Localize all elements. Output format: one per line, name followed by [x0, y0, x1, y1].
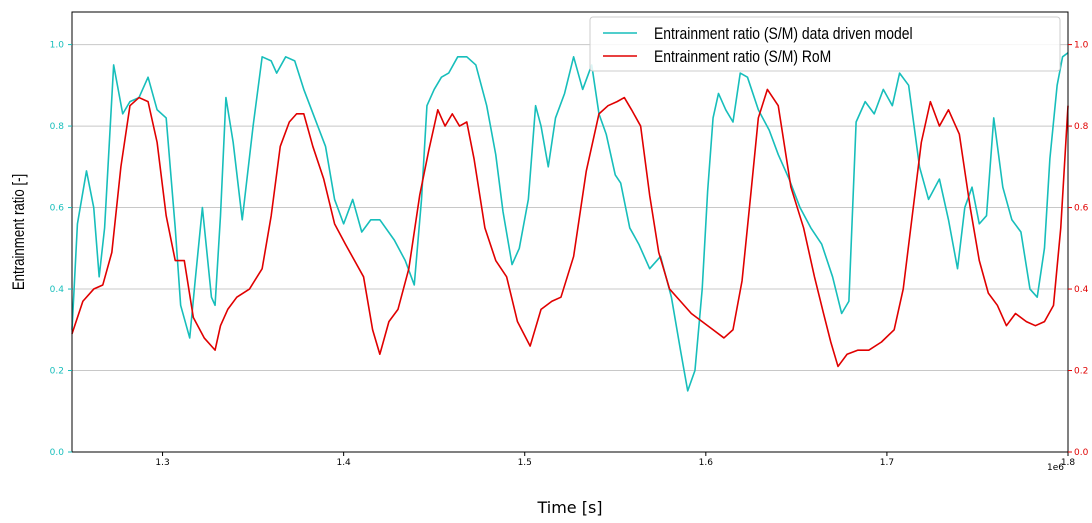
- x-axis-offset-label: 1e6: [1047, 463, 1064, 473]
- y-right-tick-label-5: 1.0: [1074, 41, 1089, 51]
- y-left-tick-label-2: 0.4: [50, 285, 65, 295]
- grid-lines: [72, 44, 1068, 453]
- x-tick-label-5: 1.8: [1061, 458, 1076, 468]
- series-lines: [71, 52, 1069, 392]
- x-axis: 1.3 1.4 1.5 1.6 1.7 1.8: [155, 452, 1075, 468]
- y-left-tick-label-4: 0.8: [50, 122, 65, 132]
- plot-frame: [71, 11, 1069, 453]
- series-line-rom: [71, 88, 1069, 368]
- legend-label-data-driven: Entrainment ratio (S/M) data driven mode…: [654, 25, 913, 44]
- legend: Entrainment ratio (S/M) data driven mode…: [589, 16, 1061, 72]
- x-tick-label-0: 1.3: [155, 458, 169, 468]
- x-axis-label: Time [s]: [536, 498, 602, 517]
- legend-label-rom: Entrainment ratio (S/M) RoM: [654, 48, 831, 67]
- y-left-tick-label-1: 0.2: [50, 367, 64, 377]
- x-tick-label-4: 1.7: [880, 458, 894, 468]
- x-tick-label-2: 1.5: [518, 458, 532, 468]
- x-tick-label-1: 1.4: [336, 458, 351, 468]
- y-left-tick-label-0: 0.0: [50, 448, 65, 458]
- y-axis-right: 0.0 0.2 0.4 0.6 0.8 1.0: [1068, 41, 1089, 458]
- y-right-tick-label-4: 0.8: [1074, 122, 1089, 132]
- y-right-tick-label-1: 0.2: [1074, 367, 1088, 377]
- x-tick-label-3: 1.6: [699, 458, 714, 468]
- y-axis-label: Entrainment ratio [-]: [10, 174, 29, 290]
- y-axis-left: 0.0 0.2 0.4 0.6 0.8 1.0: [50, 41, 72, 458]
- y-left-tick-label-5: 1.0: [50, 41, 65, 51]
- series-line-data-driven: [71, 52, 1069, 392]
- y-right-tick-label-0: 0.0: [1074, 448, 1089, 458]
- y-left-tick-label-3: 0.6: [50, 204, 65, 214]
- y-right-tick-label-3: 0.6: [1074, 204, 1089, 214]
- y-right-tick-label-2: 0.4: [1074, 285, 1089, 295]
- legend-box: [589, 16, 1061, 72]
